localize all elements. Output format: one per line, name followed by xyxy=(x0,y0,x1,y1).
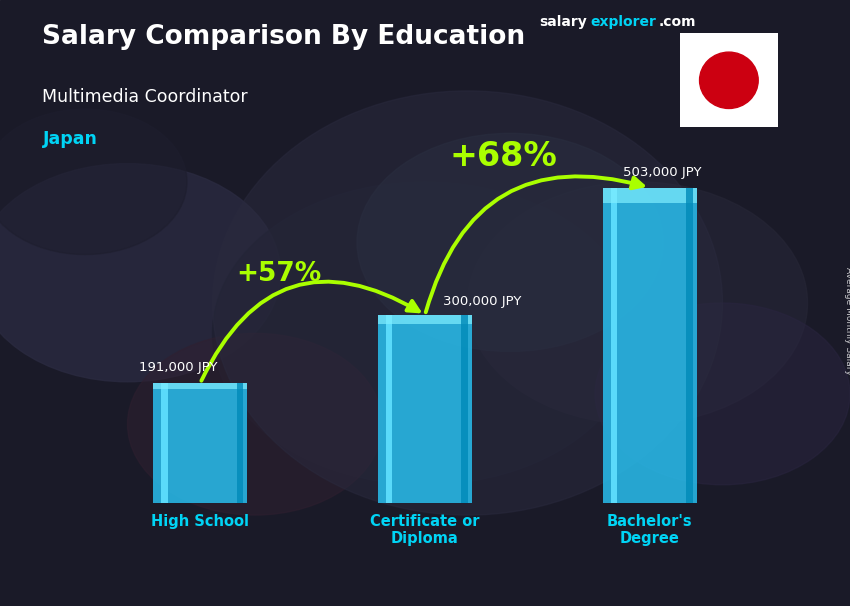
Bar xyxy=(236,383,243,503)
Circle shape xyxy=(700,52,758,108)
Text: 191,000 JPY: 191,000 JPY xyxy=(139,361,218,374)
Bar xyxy=(153,383,247,389)
Text: salary: salary xyxy=(540,15,587,29)
Circle shape xyxy=(468,182,808,424)
Text: .com: .com xyxy=(659,15,696,29)
Circle shape xyxy=(212,182,638,485)
Bar xyxy=(153,383,247,503)
Bar xyxy=(377,315,473,324)
Circle shape xyxy=(595,303,850,485)
Ellipse shape xyxy=(212,91,722,515)
Bar xyxy=(610,188,617,503)
Bar xyxy=(603,188,697,204)
Bar xyxy=(386,315,393,503)
Bar xyxy=(603,188,697,503)
Text: Salary Comparison By Education: Salary Comparison By Education xyxy=(42,24,525,50)
FancyBboxPatch shape xyxy=(677,30,780,130)
Text: Average Monthly Salary: Average Monthly Salary xyxy=(844,267,850,375)
Text: +57%: +57% xyxy=(236,261,321,287)
Text: 503,000 JPY: 503,000 JPY xyxy=(623,165,701,179)
Circle shape xyxy=(357,133,663,351)
Circle shape xyxy=(0,109,187,255)
Bar xyxy=(161,383,167,503)
Bar xyxy=(377,315,473,503)
Text: Japan: Japan xyxy=(42,130,98,148)
Bar xyxy=(686,188,693,503)
Text: explorer: explorer xyxy=(591,15,656,29)
Text: +68%: +68% xyxy=(450,139,558,173)
Circle shape xyxy=(0,164,280,382)
Text: Multimedia Coordinator: Multimedia Coordinator xyxy=(42,88,248,106)
Text: 300,000 JPY: 300,000 JPY xyxy=(443,295,521,308)
Circle shape xyxy=(128,333,382,515)
Bar xyxy=(462,315,468,503)
